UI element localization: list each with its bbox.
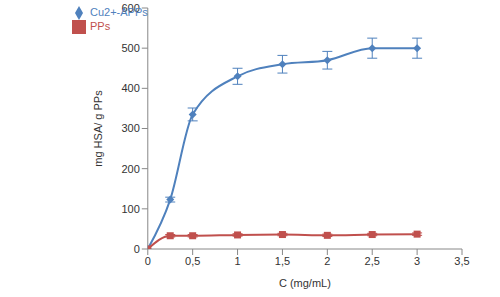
- svg-text:mg HSA/ g PPs: mg HSA/ g PPs: [92, 90, 104, 167]
- svg-text:200: 200: [121, 163, 139, 175]
- svg-text:1,5: 1,5: [275, 255, 290, 267]
- svg-text:400: 400: [121, 82, 139, 94]
- svg-text:600: 600: [121, 2, 139, 14]
- svg-text:3: 3: [414, 255, 420, 267]
- svg-text:300: 300: [121, 122, 139, 134]
- svg-text:0: 0: [134, 243, 140, 255]
- svg-text:C (mg/mL): C (mg/mL): [279, 277, 331, 289]
- svg-text:100: 100: [121, 203, 139, 215]
- svg-text:0: 0: [145, 255, 151, 267]
- svg-text:1: 1: [234, 255, 240, 267]
- svg-text:2,5: 2,5: [365, 255, 380, 267]
- svg-text:2: 2: [324, 255, 330, 267]
- svg-text:3,5: 3,5: [454, 255, 469, 267]
- svg-text:0,5: 0,5: [185, 255, 200, 267]
- svg-text:500: 500: [121, 42, 139, 54]
